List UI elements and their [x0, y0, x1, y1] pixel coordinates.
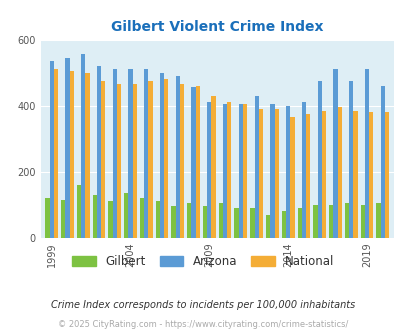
Bar: [384, 112, 388, 238]
Bar: [380, 86, 384, 238]
Bar: [222, 104, 227, 238]
Bar: [360, 205, 364, 238]
Bar: [227, 102, 231, 238]
Bar: [238, 104, 243, 238]
Title: Gilbert Violent Crime Index: Gilbert Violent Crime Index: [111, 20, 323, 34]
Bar: [160, 73, 164, 238]
Bar: [313, 205, 317, 238]
Bar: [234, 208, 238, 238]
Bar: [92, 195, 96, 238]
Bar: [187, 203, 191, 238]
Bar: [290, 117, 294, 238]
Bar: [218, 203, 222, 238]
Bar: [49, 61, 53, 238]
Bar: [348, 81, 352, 238]
Bar: [81, 54, 85, 238]
Bar: [164, 79, 168, 238]
Bar: [281, 211, 286, 238]
Bar: [274, 109, 278, 238]
Bar: [139, 198, 144, 238]
Bar: [333, 69, 337, 238]
Bar: [254, 96, 258, 238]
Bar: [265, 214, 270, 238]
Bar: [249, 208, 254, 238]
Bar: [53, 69, 58, 238]
Bar: [179, 84, 184, 238]
Bar: [132, 84, 136, 238]
Bar: [101, 81, 105, 238]
Bar: [352, 111, 357, 238]
Bar: [171, 206, 175, 238]
Bar: [155, 201, 160, 238]
Legend: Gilbert, Arizona, National: Gilbert, Arizona, National: [67, 250, 338, 273]
Bar: [270, 104, 274, 238]
Bar: [207, 102, 211, 238]
Bar: [112, 69, 117, 238]
Text: Crime Index corresponds to incidents per 100,000 inhabitants: Crime Index corresponds to incidents per…: [51, 300, 354, 310]
Bar: [297, 208, 301, 238]
Bar: [148, 81, 152, 238]
Bar: [128, 69, 132, 238]
Bar: [243, 104, 247, 238]
Bar: [175, 76, 179, 238]
Text: © 2025 CityRating.com - https://www.cityrating.com/crime-statistics/: © 2025 CityRating.com - https://www.city…: [58, 319, 347, 329]
Bar: [286, 106, 290, 238]
Bar: [344, 203, 348, 238]
Bar: [258, 109, 262, 238]
Bar: [45, 198, 49, 238]
Bar: [337, 107, 341, 238]
Bar: [328, 205, 333, 238]
Bar: [317, 81, 321, 238]
Bar: [305, 114, 309, 238]
Bar: [117, 84, 121, 238]
Bar: [144, 69, 148, 238]
Bar: [301, 102, 305, 238]
Bar: [195, 86, 199, 238]
Bar: [202, 206, 207, 238]
Bar: [124, 193, 128, 238]
Bar: [61, 200, 65, 238]
Bar: [77, 185, 81, 238]
Bar: [368, 112, 373, 238]
Bar: [364, 69, 368, 238]
Bar: [85, 73, 90, 238]
Bar: [69, 71, 74, 238]
Bar: [211, 96, 215, 238]
Bar: [375, 203, 380, 238]
Bar: [108, 201, 112, 238]
Bar: [191, 87, 195, 238]
Bar: [65, 58, 69, 238]
Bar: [96, 66, 101, 238]
Bar: [321, 111, 325, 238]
